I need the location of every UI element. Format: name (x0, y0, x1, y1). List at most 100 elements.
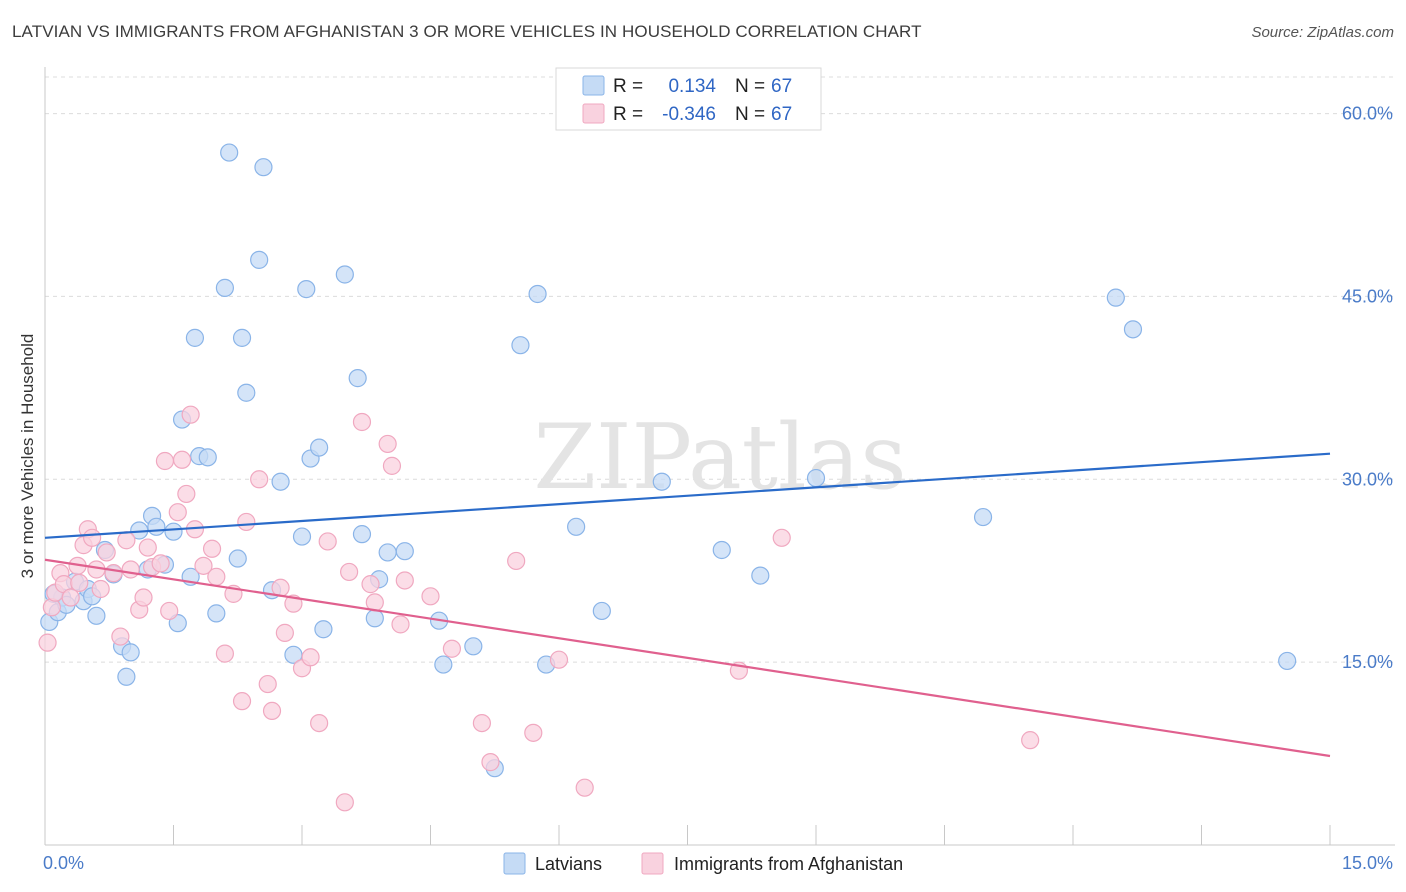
afghanistan-point (151, 554, 170, 573)
y-tick-label: 60.0% (1342, 104, 1393, 124)
y-axis-title: 3 or more Vehicles in Household (18, 334, 37, 579)
trend-lines (44, 452, 1331, 758)
afghanistan-point (232, 692, 252, 711)
latvians-point (751, 566, 770, 585)
latvians-points (40, 143, 1297, 778)
latvians-point (121, 643, 140, 662)
legend-n-value-1: 67 (771, 76, 792, 97)
latvians-point (1106, 288, 1125, 307)
afghanistan-point (134, 588, 153, 607)
afghanistan-trend-line (44, 558, 1331, 758)
afghanistan-point (481, 753, 500, 772)
afghanistan-point (472, 713, 491, 733)
afghanistan-point (38, 633, 57, 652)
afghanistan-points (38, 405, 1040, 812)
afghanistan-point (97, 543, 116, 562)
legend-swatch-afghanistan (582, 103, 605, 124)
chart-title: LATVIAN VS IMMIGRANTS FROM AFGHANISTAN 3… (12, 22, 922, 41)
y-tick-label: 15.0% (1342, 652, 1393, 672)
x-tick-label: 0.0% (43, 853, 84, 873)
legend-r-value-2: -0.346 (662, 104, 716, 125)
latvians-point (806, 468, 826, 488)
afghanistan-point (194, 556, 213, 575)
latvians-point (232, 328, 252, 347)
latvians-point (314, 620, 333, 639)
afghanistan-point (310, 713, 329, 733)
latvians-point (712, 540, 731, 560)
latvians-point (365, 609, 384, 628)
latvians-point (348, 369, 367, 388)
afghanistan-point (121, 560, 140, 579)
latvians-point (652, 472, 671, 491)
afghanistan-point (378, 434, 397, 454)
afghanistan-point (61, 588, 80, 607)
afghanistan-point (275, 623, 294, 642)
latvians-point (592, 601, 611, 621)
afghanistan-point (395, 571, 414, 590)
afghanistan-point (524, 723, 543, 742)
afghanistan-point (215, 644, 234, 663)
afghanistan-point (318, 532, 337, 551)
legend-r-label-1: R = (613, 76, 643, 97)
latvians-point (395, 542, 414, 561)
afghanistan-point (1021, 731, 1040, 750)
x-tick-labels: 0.0% 15.0% (43, 853, 1393, 873)
latvians-point (1278, 651, 1297, 671)
afghanistan-point (83, 528, 102, 547)
afghanistan-point (772, 528, 791, 547)
stats-legend: R = 0.134 N = 67 R = -0.346 N = 67 (555, 67, 822, 131)
latvians-point (335, 265, 354, 284)
latvians-point (1123, 320, 1143, 339)
latvians-point (87, 606, 106, 625)
afghanistan-point (168, 503, 187, 522)
grid-lines (45, 76, 1395, 663)
afghanistan-point (177, 484, 196, 504)
afghanistan-point (172, 450, 192, 469)
latvians-point (352, 525, 372, 544)
y-tick-label: 30.0% (1342, 469, 1393, 489)
latvians-point (528, 284, 547, 304)
latvians-point (250, 250, 269, 269)
afghanistan-point (181, 405, 200, 424)
legend-r-value-1: 0.134 (668, 76, 716, 97)
afghanistan-point (237, 512, 256, 532)
latvians-point (215, 278, 234, 297)
latvians-point (511, 336, 530, 355)
latvians-point (292, 527, 312, 546)
latvians-point (297, 280, 316, 299)
latvians-point (378, 543, 397, 562)
legend-latvians-label: Latvians (535, 854, 602, 874)
x-tick-label: 15.0% (1342, 853, 1393, 873)
latvians-point (254, 158, 273, 177)
latvians-point (198, 448, 217, 467)
legend-n-value-2: 67 (771, 104, 792, 125)
afghanistan-point (138, 538, 157, 557)
legend-n-label-2: N = (735, 104, 765, 125)
legend-afghanistan-label: Immigrants from Afghanistan (674, 854, 903, 874)
latvians-point (117, 667, 136, 686)
afghanistan-point (104, 564, 123, 583)
afghanistan-point (155, 451, 175, 471)
afghanistan-point (111, 627, 130, 646)
afghanistan-point (335, 793, 354, 812)
afghanistan-point (391, 615, 410, 634)
latvians-point (310, 438, 329, 457)
latvians-point (207, 604, 226, 623)
latvians-point (271, 472, 290, 491)
afghanistan-point (258, 674, 277, 694)
afghanistan-point (352, 412, 372, 432)
source-credit: Source: ZipAtlas.com (1251, 24, 1394, 41)
latvians-trend-line (44, 452, 1331, 539)
afghanistan-point (70, 573, 89, 593)
latvians-point (220, 143, 239, 162)
latvians-point (237, 383, 256, 402)
afghanistan-point (250, 470, 269, 489)
latvians-point (147, 517, 166, 536)
afghanistan-point (575, 778, 594, 797)
afghanistan-point (382, 456, 402, 475)
legend-r-label-2: R = (613, 104, 643, 125)
latvians-point (434, 655, 453, 674)
latvians-point (464, 637, 483, 656)
latvians-point (228, 549, 247, 568)
afghanistan-point (117, 531, 136, 550)
